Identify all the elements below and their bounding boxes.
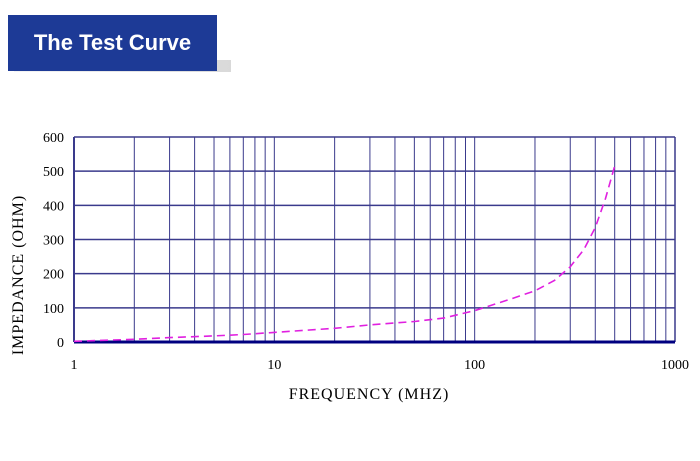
- y-tick-label: 100: [43, 302, 64, 317]
- y-tick-label: 0: [57, 336, 64, 351]
- x-tick-label: 1000: [661, 358, 689, 373]
- y-axis-title: IMPEDANCE (OHM): [10, 195, 27, 355]
- y-tick-label: 600: [43, 131, 64, 146]
- x-axis-title: FREQUENCY (MHZ): [289, 386, 450, 403]
- impedance-curve: [73, 165, 616, 343]
- y-tick-label: 300: [43, 234, 64, 249]
- y-tick-label: 200: [43, 268, 64, 283]
- x-tick-label: 100: [464, 358, 485, 373]
- x-tick-label: 10: [267, 358, 281, 373]
- y-tick-label: 400: [43, 199, 64, 214]
- x-tick-label: 1: [71, 358, 78, 373]
- title-banner: The Test Curve: [8, 15, 217, 71]
- chart-title: The Test Curve: [33, 30, 192, 55]
- y-tick-label: 500: [43, 165, 64, 180]
